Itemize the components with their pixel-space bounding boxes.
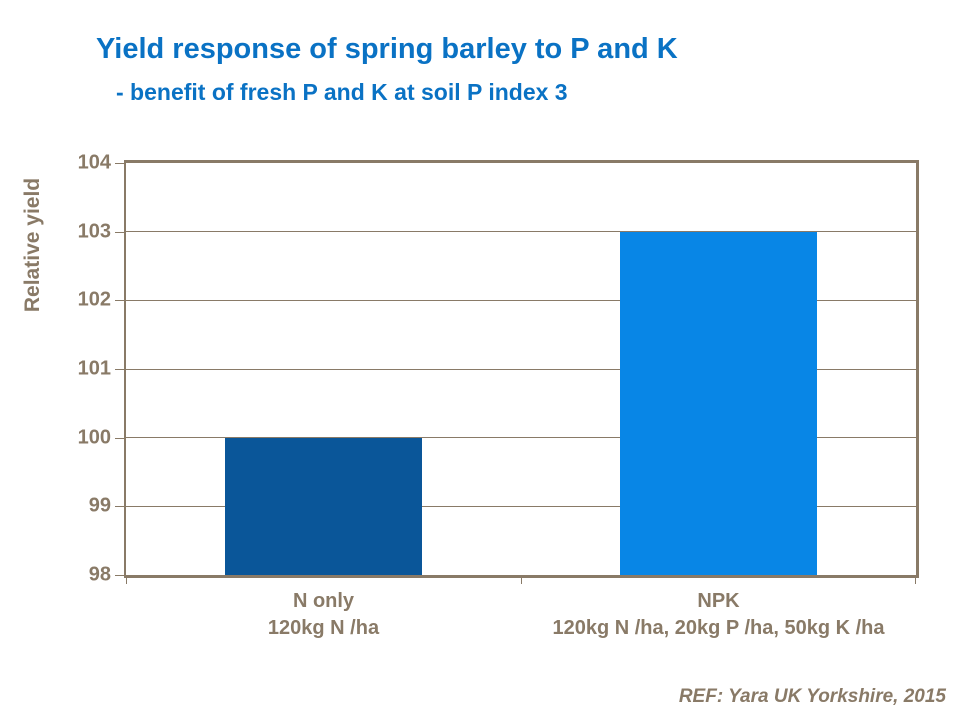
y-tick-label-98: 98 — [88, 563, 111, 586]
x-category-label-npk: NPK 120kg N /ha, 20kg P /ha, 50kg K /ha — [459, 588, 960, 642]
y-tick-label-104: 104 — [77, 151, 111, 174]
y-tick-label-103: 103 — [77, 220, 111, 243]
gridline-101 — [126, 368, 916, 370]
y-tick-mark-104 — [115, 163, 124, 164]
x-category-detail: 120kg N /ha, 20kg P /ha, 50kg K /ha — [552, 617, 885, 639]
chart-bar-npk — [619, 231, 818, 575]
y-tick-label-101: 101 — [77, 357, 111, 380]
y-tick-mark-98 — [115, 575, 124, 576]
y-tick-label-102: 102 — [77, 288, 111, 311]
y-tick-mark-101 — [115, 369, 124, 370]
x-category-detail: 120kg N /ha — [267, 617, 380, 639]
x-tick-mark-0 — [126, 577, 127, 584]
plot-area — [124, 160, 919, 578]
gridline-102 — [126, 299, 916, 301]
x-category-name: NPK — [697, 590, 740, 612]
gridline-99 — [126, 505, 916, 507]
gridline-100 — [126, 437, 916, 439]
x-category-name: N only — [292, 590, 355, 612]
x-category-label-n-only: N only 120kg N /ha — [64, 588, 584, 642]
x-tick-mark-1 — [521, 577, 522, 584]
chart-subtitle: - benefit of fresh P and K at soil P ind… — [116, 79, 568, 105]
y-tick-label-99: 99 — [88, 494, 111, 517]
x-tick-mark-2 — [915, 577, 916, 584]
y-tick-label-100: 100 — [77, 426, 111, 449]
y-tick-mark-102 — [115, 300, 124, 302]
chart-title: Yield response of spring barley to P and… — [96, 33, 678, 65]
y-tick-mark-99 — [115, 506, 124, 508]
gridline-103 — [126, 231, 916, 233]
chart-bar-n-only — [224, 437, 423, 575]
y-tick-mark-103 — [115, 231, 124, 233]
y-tick-mark-100 — [115, 437, 124, 439]
reference-text: REF: Yara UK Yorkshire, 2015 — [678, 686, 946, 707]
